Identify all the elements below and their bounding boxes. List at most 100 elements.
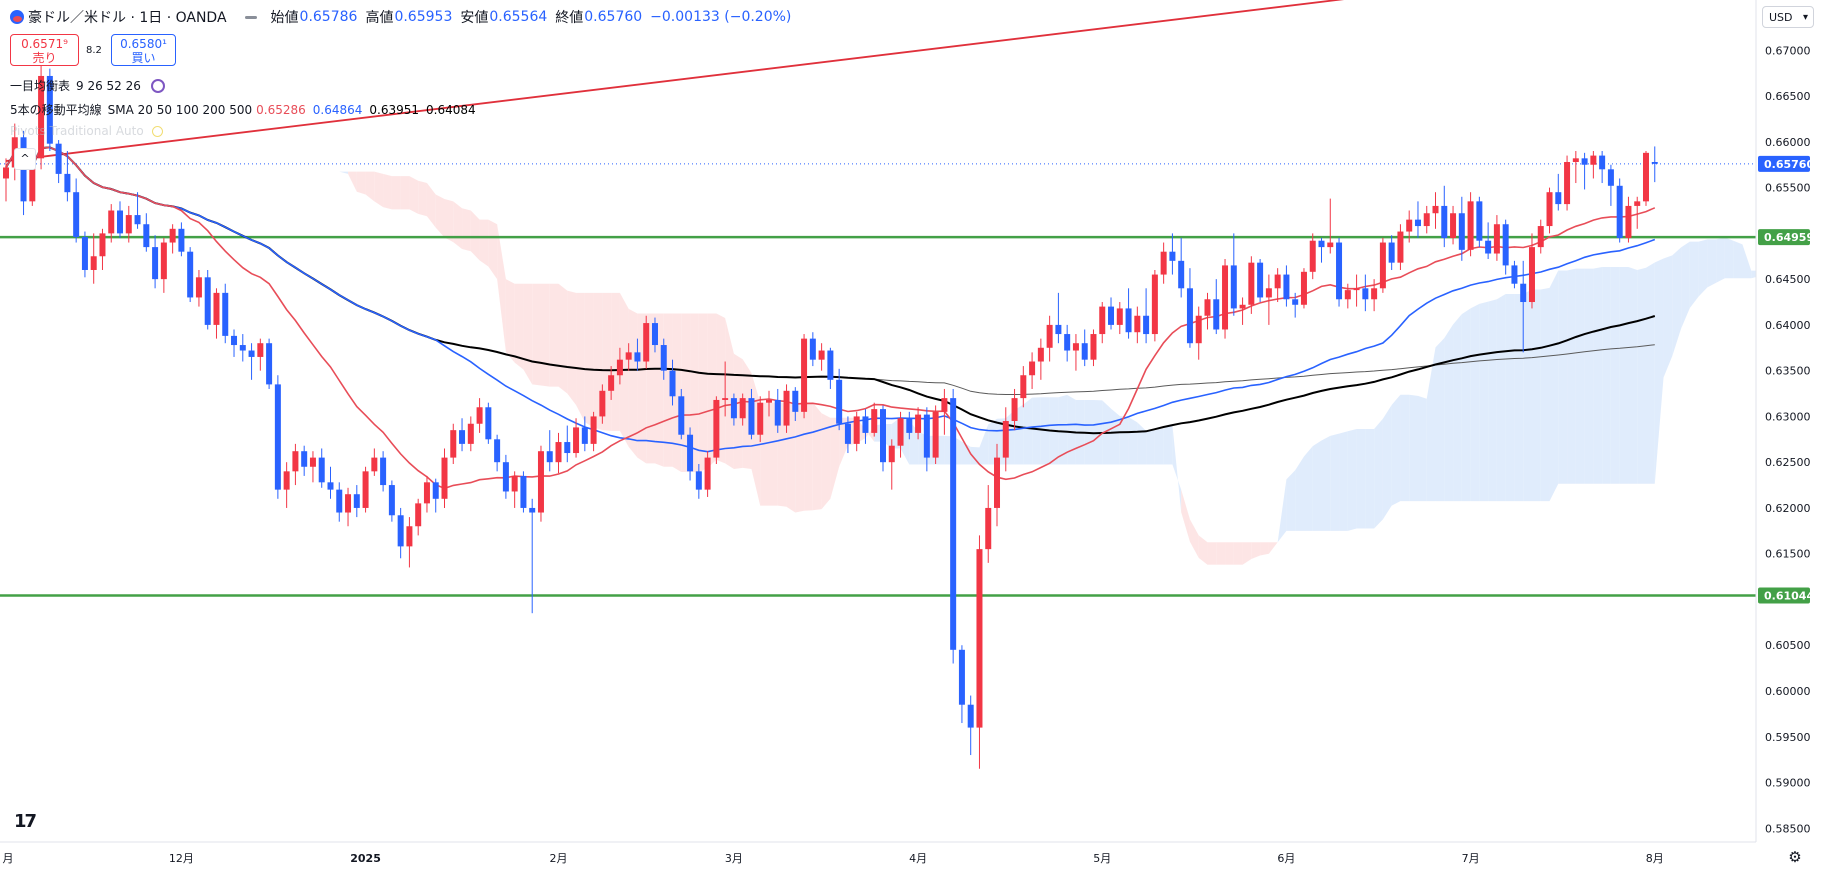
candle — [590, 411, 597, 452]
candle — [1414, 201, 1421, 238]
candle — [1318, 237, 1325, 263]
candle-body — [1467, 201, 1474, 250]
candle-body — [1081, 343, 1088, 360]
candle-body — [1125, 308, 1132, 333]
gear-icon[interactable]: ⚙ — [1788, 848, 1802, 866]
cloud-segment — [1523, 289, 1532, 502]
candle — [1134, 306, 1141, 344]
cloud-segment — [1716, 237, 1725, 283]
candle — [3, 158, 9, 202]
candle-body — [248, 350, 255, 357]
candle — [248, 343, 255, 380]
y-tick-label: 0.60000 — [1765, 685, 1811, 698]
candle-body — [99, 233, 106, 257]
candle-body — [520, 475, 527, 508]
candle — [467, 416, 474, 452]
indicator-ma[interactable]: 5本の移動平均線 SMA 20 50 100 200 500 0.65286 0… — [10, 101, 483, 118]
candle-body — [467, 423, 474, 444]
candle-body — [1011, 398, 1018, 421]
candle — [625, 343, 632, 371]
y-tick-label: 0.64500 — [1765, 273, 1811, 286]
candle — [1590, 151, 1597, 179]
candle-body — [774, 399, 781, 426]
candle-body — [1572, 158, 1579, 162]
buy-button[interactable]: 0.6580¹ 買い — [111, 34, 176, 66]
cloud-segment — [961, 441, 971, 465]
candle-body — [406, 526, 413, 547]
candle-body — [844, 423, 851, 444]
candle-body — [1248, 262, 1255, 305]
cloud-segment — [1268, 542, 1278, 554]
candle — [695, 464, 702, 499]
candle-body — [1450, 213, 1457, 238]
candle — [459, 418, 466, 452]
cloud-segment — [549, 283, 559, 387]
y-tick-label: 0.66500 — [1765, 90, 1811, 103]
level-price-label: 0.64959 — [1764, 231, 1814, 244]
cloud-segment — [1347, 429, 1357, 531]
cloud-segment — [1488, 299, 1497, 502]
candle-body — [1423, 213, 1430, 227]
candle-body — [792, 390, 799, 412]
cloud-segment — [1181, 489, 1190, 542]
candle-body — [643, 323, 650, 362]
candle — [950, 388, 957, 664]
candle-body — [765, 399, 772, 403]
currency-selector[interactable]: USD — [1762, 6, 1814, 29]
candle-body — [748, 398, 755, 435]
candle — [432, 478, 439, 513]
candle-body — [73, 192, 80, 238]
cloud-segment — [470, 210, 480, 261]
candle — [1379, 237, 1386, 293]
candle-body — [204, 277, 211, 325]
candle-body — [459, 430, 466, 444]
candle-body — [976, 549, 983, 728]
y-tick-label: 0.59500 — [1765, 731, 1811, 744]
cloud-segment — [1461, 308, 1471, 502]
cloud-segment — [505, 279, 515, 363]
candle — [704, 451, 711, 497]
symbol-title[interactable]: 豪ドル／米ドル · 1日 · OANDA — [28, 10, 227, 26]
indicator-ichimoku[interactable]: 一目均衡表 9 26 52 26 — [10, 77, 165, 94]
sell-button[interactable]: 0.6571⁹ 売り — [10, 34, 79, 66]
cloud-segment — [1023, 397, 1033, 465]
y-tick-label: 0.59000 — [1765, 777, 1811, 790]
candle — [1353, 274, 1360, 307]
cloud-segment — [1619, 267, 1629, 484]
minus-icon[interactable] — [244, 15, 257, 19]
candle-body — [704, 457, 711, 490]
candle — [809, 332, 816, 367]
spread-value: 8.2 — [86, 45, 102, 56]
cloud-segment — [1032, 397, 1041, 465]
candle-body — [967, 704, 974, 728]
tradingview-logo[interactable]: 17 — [14, 811, 37, 832]
candle — [1642, 151, 1649, 206]
candle-body — [415, 503, 422, 527]
close-value: 0.65760 — [584, 9, 643, 25]
candle-body — [1099, 306, 1106, 335]
candle-body — [1336, 242, 1343, 300]
candle — [678, 388, 685, 440]
ma50-value: 0.64864 — [312, 102, 363, 117]
cloud-segment — [1672, 247, 1682, 357]
candle-body — [1160, 251, 1167, 275]
candle — [1099, 302, 1106, 344]
cloud-segment — [786, 402, 796, 513]
cloud-segment — [576, 292, 585, 423]
candle — [292, 443, 299, 486]
candle-body — [1406, 219, 1413, 232]
collapse-legend-button[interactable]: ^ — [14, 148, 36, 170]
buy-label: 買い — [131, 51, 156, 65]
cloud-segment — [514, 283, 524, 370]
candle — [1300, 268, 1307, 309]
cloud-segment — [374, 171, 384, 208]
candle — [1029, 352, 1036, 389]
candle-body — [362, 471, 369, 508]
candle — [1528, 233, 1535, 309]
candle-body — [274, 384, 281, 490]
indicator-pivots[interactable]: Pivots Traditional Auto — [10, 124, 163, 138]
candle-body — [660, 345, 667, 371]
candle — [1362, 274, 1369, 312]
